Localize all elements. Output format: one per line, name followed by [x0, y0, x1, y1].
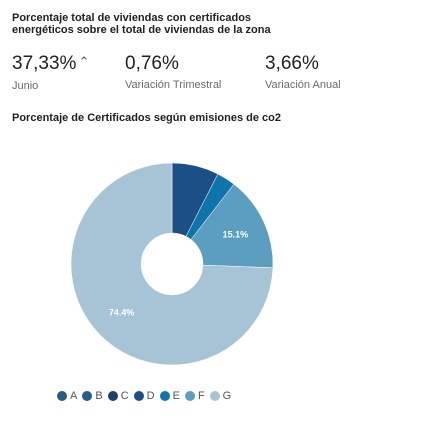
legend-label: D: [146, 389, 155, 402]
legend-item-a[interactable]: A: [57, 390, 77, 402]
legend-label: G: [222, 389, 232, 402]
pie-slice-f[interactable]: [190, 183, 274, 269]
legend-label: C: [120, 389, 129, 402]
chart-title: Porcentaje de Certificados según emision…: [12, 112, 281, 124]
caret-up-icon: ⌃: [78, 54, 90, 69]
legend-label: F: [197, 389, 205, 402]
stat-quarterly-value: 0,76%: [125, 53, 179, 74]
stats-row: 37,33% ⌃ Junio 0,76% Variación Trimestral…: [0, 53, 437, 98]
legend-label: E: [172, 389, 180, 402]
legend-dot-icon: [133, 390, 144, 401]
legend-item-e[interactable]: E: [159, 389, 180, 402]
pie-slice-g[interactable]: [70, 162, 274, 366]
slice-label-f: 15.1%: [223, 229, 249, 239]
stat-annual-label: Variación Anual: [265, 79, 341, 91]
legend-label: B: [95, 389, 103, 402]
legend-dot-icon: [57, 390, 67, 401]
legend-dot-icon: [82, 390, 93, 401]
slice-label-g: 74.4%: [109, 308, 135, 318]
legend-item-d[interactable]: D: [133, 389, 155, 402]
legend-item-b[interactable]: B: [82, 389, 103, 402]
legend-dot-icon: [107, 390, 118, 401]
stat-june: 37,33% ⌃ Junio: [12, 53, 89, 93]
legend-dot-icon: [184, 390, 195, 401]
chart-legend: A B C D E F G: [57, 387, 236, 402]
legend-label: A: [70, 389, 78, 402]
page-title: Porcentaje total de viviendas con certif…: [12, 12, 271, 36]
legend-item-c[interactable]: C: [107, 389, 129, 402]
stat-annual: 3,66% Variación Anual: [265, 53, 341, 92]
stat-quarterly: 0,76% Variación Trimestral: [125, 53, 221, 92]
stat-june-value: 37,33%: [12, 53, 77, 74]
legend-item-g[interactable]: G: [209, 389, 232, 402]
stat-quarterly-label: Variación Trimestral: [125, 79, 222, 91]
legend-dot-icon: [159, 390, 170, 401]
stat-value: 37,33% ⌃: [12, 53, 89, 76]
legend-item-f[interactable]: F: [184, 389, 205, 402]
legend-dot-icon: [209, 390, 220, 401]
stat-june-label: Junio: [12, 80, 39, 92]
stat-annual-value: 3,66%: [265, 53, 319, 74]
